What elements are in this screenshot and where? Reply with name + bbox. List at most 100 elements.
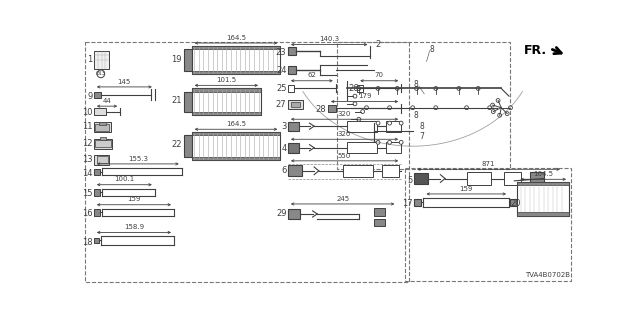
- Text: 62: 62: [307, 72, 316, 78]
- Bar: [504, 172, 520, 185]
- Text: 22: 22: [172, 140, 182, 149]
- Bar: [337, 42, 511, 169]
- Bar: [382, 165, 399, 177]
- Circle shape: [509, 106, 513, 110]
- Circle shape: [399, 140, 403, 144]
- Bar: [414, 173, 428, 184]
- Circle shape: [434, 106, 438, 110]
- Text: 179: 179: [358, 93, 371, 99]
- Text: Ø13: Ø13: [96, 71, 106, 76]
- Text: 12: 12: [82, 139, 92, 148]
- Text: 871: 871: [482, 161, 495, 167]
- Bar: [192, 132, 280, 160]
- Text: 11: 11: [82, 123, 92, 132]
- Text: 245: 245: [336, 196, 349, 202]
- Bar: [192, 132, 280, 135]
- Text: 1: 1: [87, 55, 92, 64]
- Text: 100.1: 100.1: [114, 176, 134, 182]
- Circle shape: [353, 102, 357, 106]
- Text: 158.9: 158.9: [124, 224, 144, 230]
- Bar: [517, 182, 569, 185]
- Bar: [94, 122, 111, 132]
- Bar: [192, 88, 261, 92]
- Bar: [288, 100, 303, 109]
- Circle shape: [457, 86, 461, 90]
- Bar: [357, 84, 364, 92]
- Text: 9: 9: [87, 92, 92, 101]
- Text: 8: 8: [429, 45, 435, 54]
- Text: 550: 550: [338, 153, 351, 158]
- Bar: [184, 92, 192, 112]
- Text: 320: 320: [338, 111, 351, 117]
- Circle shape: [465, 106, 468, 110]
- Bar: [374, 219, 385, 226]
- Circle shape: [388, 140, 392, 144]
- Text: 17: 17: [402, 199, 413, 208]
- Text: 20: 20: [511, 199, 521, 208]
- Bar: [94, 139, 113, 148]
- Text: 101.5: 101.5: [216, 77, 236, 83]
- Text: 5: 5: [408, 176, 413, 185]
- Text: 164.5: 164.5: [226, 121, 246, 127]
- Circle shape: [357, 117, 361, 121]
- Bar: [94, 209, 100, 216]
- Text: 21: 21: [172, 96, 182, 105]
- Circle shape: [365, 106, 369, 110]
- Bar: [328, 105, 336, 112]
- Circle shape: [396, 86, 399, 90]
- Text: 2: 2: [376, 40, 381, 49]
- Circle shape: [434, 86, 438, 90]
- Text: 10: 10: [82, 108, 92, 117]
- Circle shape: [357, 86, 361, 90]
- Circle shape: [505, 112, 509, 116]
- Bar: [348, 142, 376, 153]
- Bar: [192, 157, 280, 160]
- Bar: [511, 198, 517, 206]
- Circle shape: [399, 121, 403, 125]
- Bar: [288, 165, 302, 176]
- Text: 29: 29: [276, 210, 287, 219]
- Text: 24: 24: [276, 66, 287, 75]
- Circle shape: [353, 94, 357, 98]
- Circle shape: [488, 106, 492, 110]
- Bar: [414, 198, 421, 206]
- Bar: [405, 168, 570, 281]
- Bar: [94, 51, 109, 69]
- Text: 14: 14: [82, 169, 92, 178]
- Circle shape: [376, 121, 380, 125]
- Bar: [530, 172, 543, 185]
- Bar: [184, 49, 192, 71]
- Bar: [192, 46, 280, 74]
- Text: 4: 4: [281, 144, 287, 153]
- Bar: [374, 208, 385, 215]
- Bar: [288, 84, 294, 92]
- Bar: [291, 102, 300, 107]
- Bar: [94, 92, 101, 98]
- Bar: [386, 121, 401, 132]
- Text: 16: 16: [82, 210, 92, 219]
- Circle shape: [411, 106, 415, 110]
- Bar: [99, 122, 106, 124]
- Bar: [94, 238, 99, 243]
- Bar: [348, 121, 376, 132]
- Bar: [94, 155, 109, 165]
- Text: 6: 6: [281, 166, 287, 175]
- Text: 164.5: 164.5: [533, 171, 553, 177]
- Text: 18: 18: [82, 238, 92, 247]
- Bar: [94, 108, 106, 115]
- Text: 26: 26: [348, 84, 358, 93]
- Circle shape: [376, 86, 380, 90]
- Bar: [192, 112, 261, 115]
- Text: 23: 23: [276, 48, 287, 57]
- Bar: [94, 189, 100, 196]
- Text: 70: 70: [374, 72, 384, 78]
- Bar: [184, 135, 192, 157]
- Circle shape: [492, 110, 495, 114]
- Bar: [288, 47, 296, 55]
- Text: 15: 15: [82, 189, 92, 198]
- Circle shape: [415, 86, 419, 90]
- Circle shape: [376, 140, 380, 144]
- Text: 7: 7: [419, 132, 424, 141]
- Text: 8: 8: [419, 123, 424, 132]
- Text: 320: 320: [338, 131, 351, 137]
